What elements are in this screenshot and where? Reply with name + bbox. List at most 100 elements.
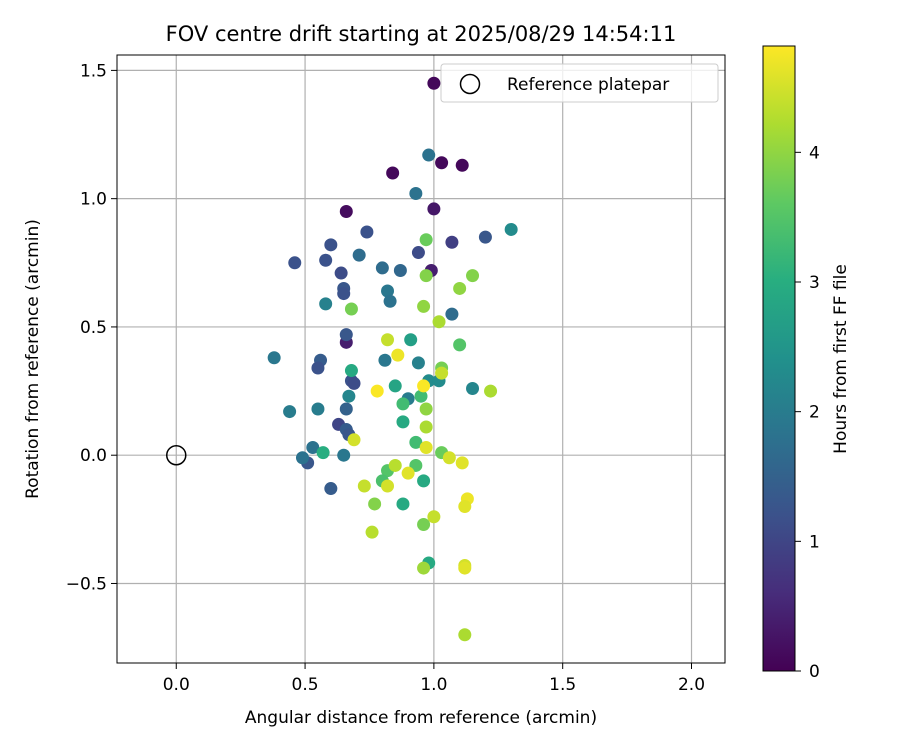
- data-point: [344, 302, 358, 316]
- data-point: [435, 366, 449, 380]
- x-axis-label: Angular distance from reference (arcmin): [245, 708, 597, 728]
- reference-platepar-marker: [166, 444, 187, 466]
- data-point: [342, 389, 356, 403]
- x-axis-ticks: 0.0 0.5 1.0 1.5 2.0: [163, 663, 705, 695]
- data-point: [368, 497, 382, 511]
- data-point: [381, 333, 395, 347]
- data-point: [311, 361, 325, 375]
- data-point: [419, 420, 433, 434]
- data-point: [375, 261, 389, 275]
- data-point: [417, 517, 431, 531]
- data-point: [337, 448, 351, 462]
- data-point: [386, 166, 400, 180]
- data-point: [417, 474, 431, 488]
- data-point: [404, 333, 418, 347]
- data-point: [435, 156, 449, 170]
- data-point: [324, 482, 338, 496]
- y-tick-label: −0.5: [66, 574, 107, 594]
- data-point: [381, 284, 395, 298]
- data-point: [453, 281, 467, 295]
- data-point: [306, 441, 320, 455]
- data-point: [334, 266, 348, 280]
- data-point: [319, 297, 333, 311]
- data-point: [344, 364, 358, 378]
- data-point: [347, 376, 361, 390]
- data-point: [381, 479, 395, 493]
- data-point: [316, 446, 330, 460]
- data-point: [419, 269, 433, 283]
- colorbar-tick-label: 1: [809, 532, 820, 552]
- data-point: [417, 379, 431, 393]
- data-point: [427, 76, 441, 90]
- data-point: [458, 561, 472, 575]
- data-point: [455, 456, 469, 470]
- data-point: [319, 253, 333, 267]
- x-tick-label: 0.0: [163, 675, 190, 695]
- data-point: [388, 458, 402, 472]
- data-point: [432, 315, 446, 329]
- data-point: [311, 402, 325, 416]
- data-point: [352, 248, 366, 262]
- colorbar-tick-label: 2: [809, 403, 820, 423]
- data-point: [267, 351, 281, 365]
- data-point: [339, 204, 353, 218]
- data-point: [442, 451, 456, 465]
- data-point: [414, 389, 428, 403]
- data-point: [401, 466, 415, 480]
- data-point: [393, 263, 407, 277]
- data-point: [466, 382, 480, 396]
- x-tick-label: 2.0: [678, 675, 705, 695]
- legend-box: [440, 63, 719, 103]
- data-point: [466, 269, 480, 283]
- data-point: [427, 202, 441, 216]
- y-tick-label: 1.5: [80, 61, 107, 81]
- data-point: [484, 384, 498, 398]
- colorbar-tick-label: 4: [809, 143, 820, 163]
- legend-label: Reference platepar: [507, 75, 669, 95]
- colorbar-ticks: 0 1 2 3 4: [795, 143, 820, 682]
- data-point: [478, 230, 492, 244]
- y-axis-ticks: −0.5 0.0 0.5 1.0 1.5: [66, 61, 117, 594]
- data-point: [411, 246, 425, 260]
- x-tick-label: 0.5: [292, 675, 319, 695]
- data-point: [458, 500, 472, 514]
- data-point: [409, 187, 423, 201]
- data-point: [445, 235, 459, 249]
- data-point: [339, 402, 353, 416]
- data-point: [411, 356, 425, 370]
- colorbar-tick-label: 0: [809, 662, 820, 682]
- colorbar-label: Hours from first FF file: [831, 264, 851, 454]
- colorbar: 0 1 2 3 4 Hours from first FF file: [762, 45, 851, 682]
- data-point: [419, 233, 433, 247]
- data-point: [409, 435, 423, 449]
- data-point: [288, 256, 302, 270]
- data-point: [419, 402, 433, 416]
- y-axis-label: Rotation from reference (arcmin): [23, 219, 43, 499]
- data-point: [427, 510, 441, 524]
- data-point: [504, 222, 518, 236]
- data-points: [267, 76, 518, 642]
- data-point: [445, 307, 459, 321]
- colorbar-gradient: [762, 45, 796, 672]
- data-point: [396, 397, 410, 411]
- data-point: [455, 158, 469, 172]
- colorbar-tick-label: 3: [809, 273, 820, 293]
- legend: Reference platepar: [440, 63, 719, 103]
- data-point: [453, 338, 467, 352]
- data-point: [357, 479, 371, 493]
- data-point: [419, 441, 433, 455]
- chart-title: FOV centre drift starting at 2025/08/29 …: [166, 22, 677, 46]
- y-tick-label: 0.0: [80, 446, 107, 466]
- data-point: [283, 405, 297, 419]
- data-point: [365, 525, 379, 539]
- data-point: [422, 148, 436, 162]
- data-point: [370, 384, 384, 398]
- data-point: [396, 415, 410, 429]
- data-point: [391, 348, 405, 362]
- data-point: [295, 451, 309, 465]
- x-tick-label: 1.5: [549, 675, 576, 695]
- x-tick-label: 1.0: [420, 675, 447, 695]
- data-point: [378, 353, 392, 367]
- y-tick-label: 0.5: [80, 318, 107, 338]
